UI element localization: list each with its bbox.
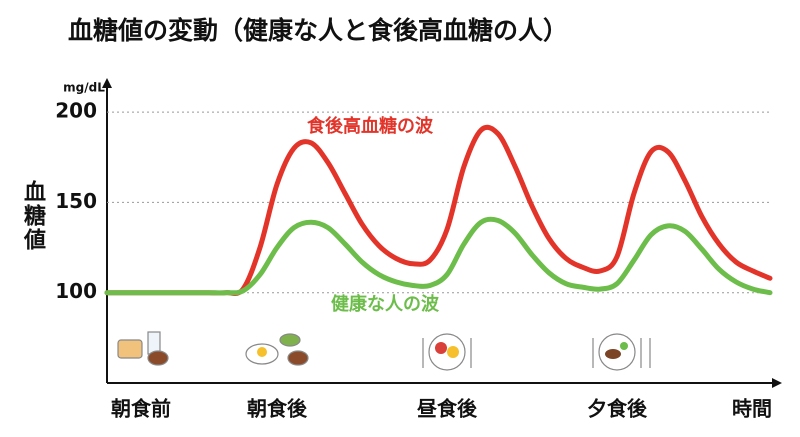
y-tick-label: 200 bbox=[55, 99, 97, 123]
food bbox=[435, 342, 447, 354]
food bbox=[605, 349, 621, 359]
x-tick-label: 夕食後 bbox=[587, 397, 648, 421]
y-unit: mg/dL bbox=[63, 81, 105, 95]
chart-title: 血糖値の変動（健康な人と食後高血糖の人） bbox=[68, 16, 568, 45]
salad bbox=[279, 333, 301, 347]
x-axis-title: 時間 bbox=[732, 397, 772, 421]
food bbox=[447, 346, 459, 358]
line bbox=[104, 216, 773, 296]
food-icons bbox=[117, 331, 651, 371]
egg bbox=[257, 347, 267, 357]
x-tick-label: 朝食前 bbox=[111, 397, 171, 421]
toast bbox=[117, 339, 143, 359]
x-arrow bbox=[772, 378, 782, 388]
line bbox=[104, 124, 773, 296]
y-tick-label: 100 bbox=[55, 279, 97, 303]
series-label: 食後高血糖の波 bbox=[306, 115, 434, 137]
y-tick-label: 150 bbox=[55, 189, 97, 213]
series-label: 健康な人の波 bbox=[331, 293, 440, 315]
bowl bbox=[147, 350, 169, 366]
x-tick-label: 昼食後 bbox=[417, 397, 478, 421]
x-tick-label: 朝食後 bbox=[247, 397, 308, 421]
axes bbox=[102, 78, 782, 388]
y-axis-title: 血糖値 bbox=[20, 180, 45, 252]
bowl bbox=[287, 350, 309, 366]
y-arrow bbox=[102, 78, 112, 88]
food bbox=[620, 342, 628, 350]
